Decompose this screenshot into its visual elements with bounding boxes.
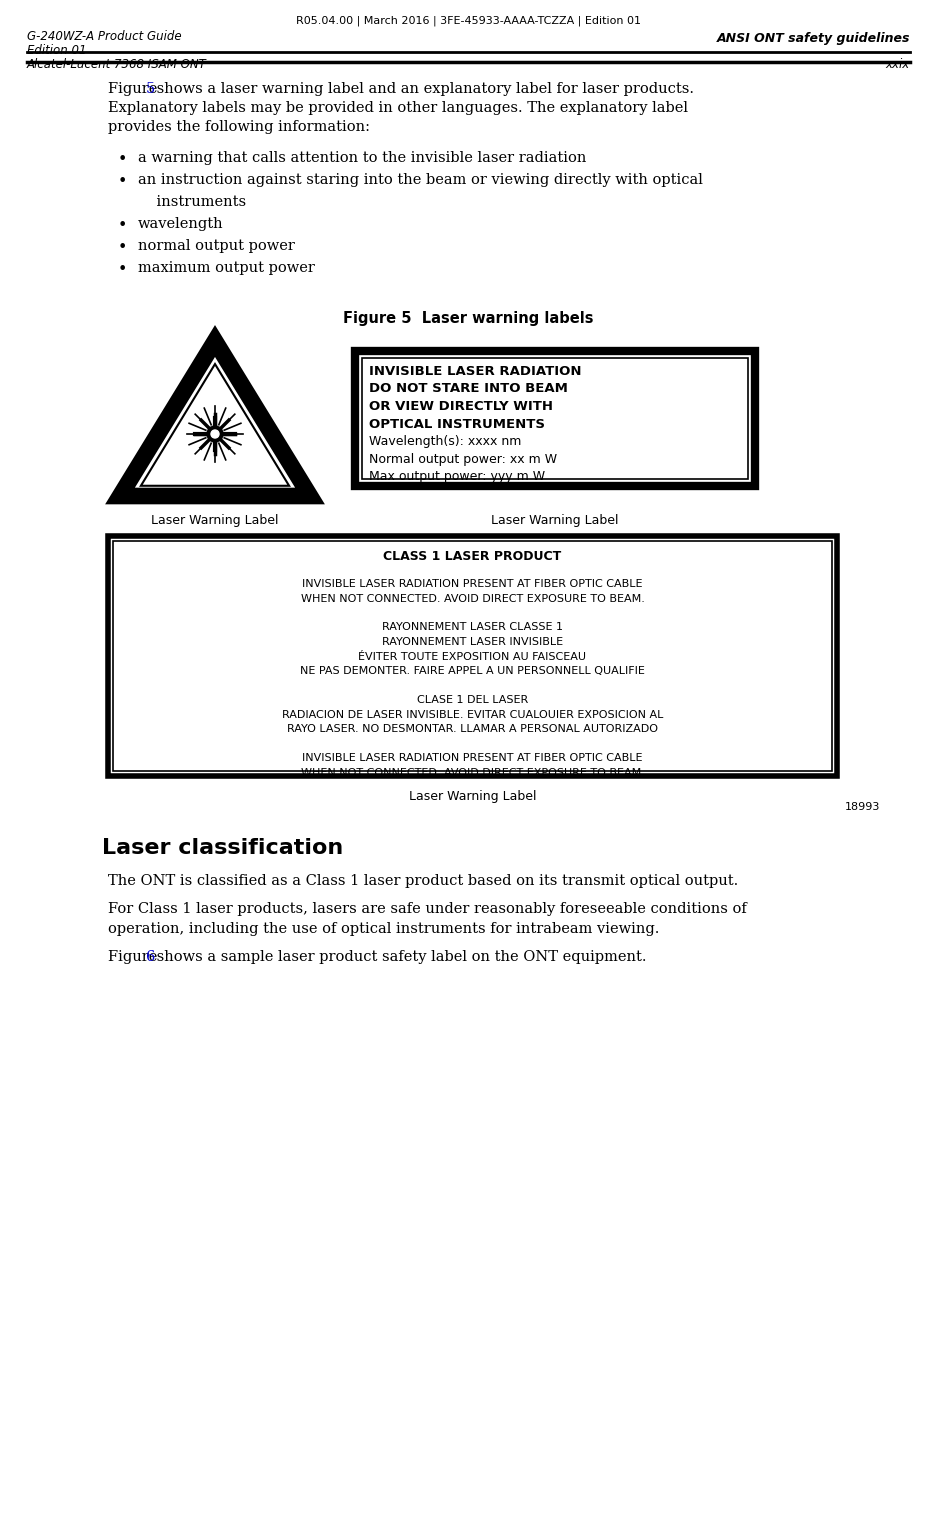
Text: RAYO LASER. NO DESMONTAR. LLAMAR A PERSONAL AUTORIZADO: RAYO LASER. NO DESMONTAR. LLAMAR A PERSO… xyxy=(286,724,657,734)
Text: Laser Warning Label: Laser Warning Label xyxy=(151,514,278,527)
Text: normal output power: normal output power xyxy=(138,239,295,252)
Text: RADIACION DE LASER INVISIBLE. EVITAR CUALOUIER EXPOSICION AL: RADIACION DE LASER INVISIBLE. EVITAR CUA… xyxy=(282,710,663,719)
Circle shape xyxy=(207,426,223,442)
Text: ANSI ONT safety guidelines: ANSI ONT safety guidelines xyxy=(716,32,909,46)
Text: RAYONNEMENT LASER INVISIBLE: RAYONNEMENT LASER INVISIBLE xyxy=(382,637,563,648)
Text: INVISIBLE LASER RADIATION: INVISIBLE LASER RADIATION xyxy=(369,365,581,378)
Text: CLASS 1 LASER PRODUCT: CLASS 1 LASER PRODUCT xyxy=(383,550,561,562)
Text: Edition 01: Edition 01 xyxy=(27,44,86,56)
Text: 5: 5 xyxy=(146,82,155,96)
Text: Laser classification: Laser classification xyxy=(102,838,343,857)
Text: •: • xyxy=(118,217,127,234)
Bar xyxy=(361,359,747,479)
Text: shows a sample laser product safety label on the ONT equipment.: shows a sample laser product safety labe… xyxy=(152,950,646,964)
Text: a warning that calls attention to the invisible laser radiation: a warning that calls attention to the in… xyxy=(138,150,586,166)
Text: •: • xyxy=(118,173,127,190)
Text: Figure: Figure xyxy=(108,950,162,964)
Text: WHEN NOT CONNECTED. AVOID DIRECT EXPOSURE TO BEAM.: WHEN NOT CONNECTED. AVOID DIRECT EXPOSUR… xyxy=(300,768,644,778)
Text: Normal output power: xx m W: Normal output power: xx m W xyxy=(369,453,557,465)
Text: Explanatory labels may be provided in other languages. The explanatory label: Explanatory labels may be provided in ot… xyxy=(108,100,687,116)
Text: Wavelength(s): xxxx nm: Wavelength(s): xxxx nm xyxy=(369,435,520,448)
Text: xxix: xxix xyxy=(885,58,909,71)
Text: INVISIBLE LASER RADIATION PRESENT AT FIBER OPTIC CABLE: INVISIBLE LASER RADIATION PRESENT AT FIB… xyxy=(302,579,642,590)
Bar xyxy=(113,541,831,771)
Text: OPTICAL INSTRUMENTS: OPTICAL INSTRUMENTS xyxy=(369,418,545,430)
Text: 6: 6 xyxy=(146,950,155,964)
Circle shape xyxy=(211,430,219,438)
Bar xyxy=(108,537,836,777)
Text: INVISIBLE LASER RADIATION PRESENT AT FIBER OPTIC CABLE: INVISIBLE LASER RADIATION PRESENT AT FIB… xyxy=(302,752,642,763)
Text: R05.04.00 | March 2016 | 3FE-45933-AAAA-TCZZA | Edition 01: R05.04.00 | March 2016 | 3FE-45933-AAAA-… xyxy=(296,15,640,26)
Text: RAYONNEMENT LASER CLASSE 1: RAYONNEMENT LASER CLASSE 1 xyxy=(382,623,563,632)
Text: instruments: instruments xyxy=(138,195,246,210)
Text: The ONT is classified as a Class 1 laser product based on its transmit optical o: The ONT is classified as a Class 1 laser… xyxy=(108,874,738,888)
Text: operation, including the use of optical instruments for intrabeam viewing.: operation, including the use of optical … xyxy=(108,923,659,936)
Text: For Class 1 laser products, lasers are safe under reasonably foreseeable conditi: For Class 1 laser products, lasers are s… xyxy=(108,901,746,917)
Text: Max output power: yyy m W: Max output power: yyy m W xyxy=(369,470,545,483)
Text: •: • xyxy=(118,150,127,169)
Text: 18993: 18993 xyxy=(843,803,879,812)
Text: Figure: Figure xyxy=(108,82,162,96)
Text: G-240WZ-A Product Guide: G-240WZ-A Product Guide xyxy=(27,30,182,43)
Text: maximum output power: maximum output power xyxy=(138,261,314,275)
Bar xyxy=(355,351,754,486)
Polygon shape xyxy=(120,340,310,496)
Text: wavelength: wavelength xyxy=(138,217,224,231)
Text: shows a laser warning label and an explanatory label for laser products.: shows a laser warning label and an expla… xyxy=(152,82,693,96)
Text: •: • xyxy=(118,261,127,278)
Text: ÉVITER TOUTE EXPOSITION AU FAISCEAU: ÉVITER TOUTE EXPOSITION AU FAISCEAU xyxy=(358,652,586,661)
Text: WHEN NOT CONNECTED. AVOID DIRECT EXPOSURE TO BEAM.: WHEN NOT CONNECTED. AVOID DIRECT EXPOSUR… xyxy=(300,593,644,603)
Text: •: • xyxy=(118,239,127,255)
Text: NE PAS DEMONTER. FAIRE APPEL A UN PERSONNELL QUALIFIE: NE PAS DEMONTER. FAIRE APPEL A UN PERSON… xyxy=(300,666,644,676)
Text: Alcatel-Lucent 7368 ISAM ONT: Alcatel-Lucent 7368 ISAM ONT xyxy=(27,58,207,71)
Text: Laser Warning Label: Laser Warning Label xyxy=(408,790,535,803)
Text: OR VIEW DIRECTLY WITH: OR VIEW DIRECTLY WITH xyxy=(369,400,552,413)
Text: provides the following information:: provides the following information: xyxy=(108,120,370,134)
Text: DO NOT STARE INTO BEAM: DO NOT STARE INTO BEAM xyxy=(369,383,567,395)
Text: CLASE 1 DEL LASER: CLASE 1 DEL LASER xyxy=(417,695,528,705)
Text: Laser Warning Label: Laser Warning Label xyxy=(490,514,618,527)
Text: an instruction against staring into the beam or viewing directly with optical: an instruction against staring into the … xyxy=(138,173,702,187)
Text: Figure 5  Laser warning labels: Figure 5 Laser warning labels xyxy=(343,312,593,325)
